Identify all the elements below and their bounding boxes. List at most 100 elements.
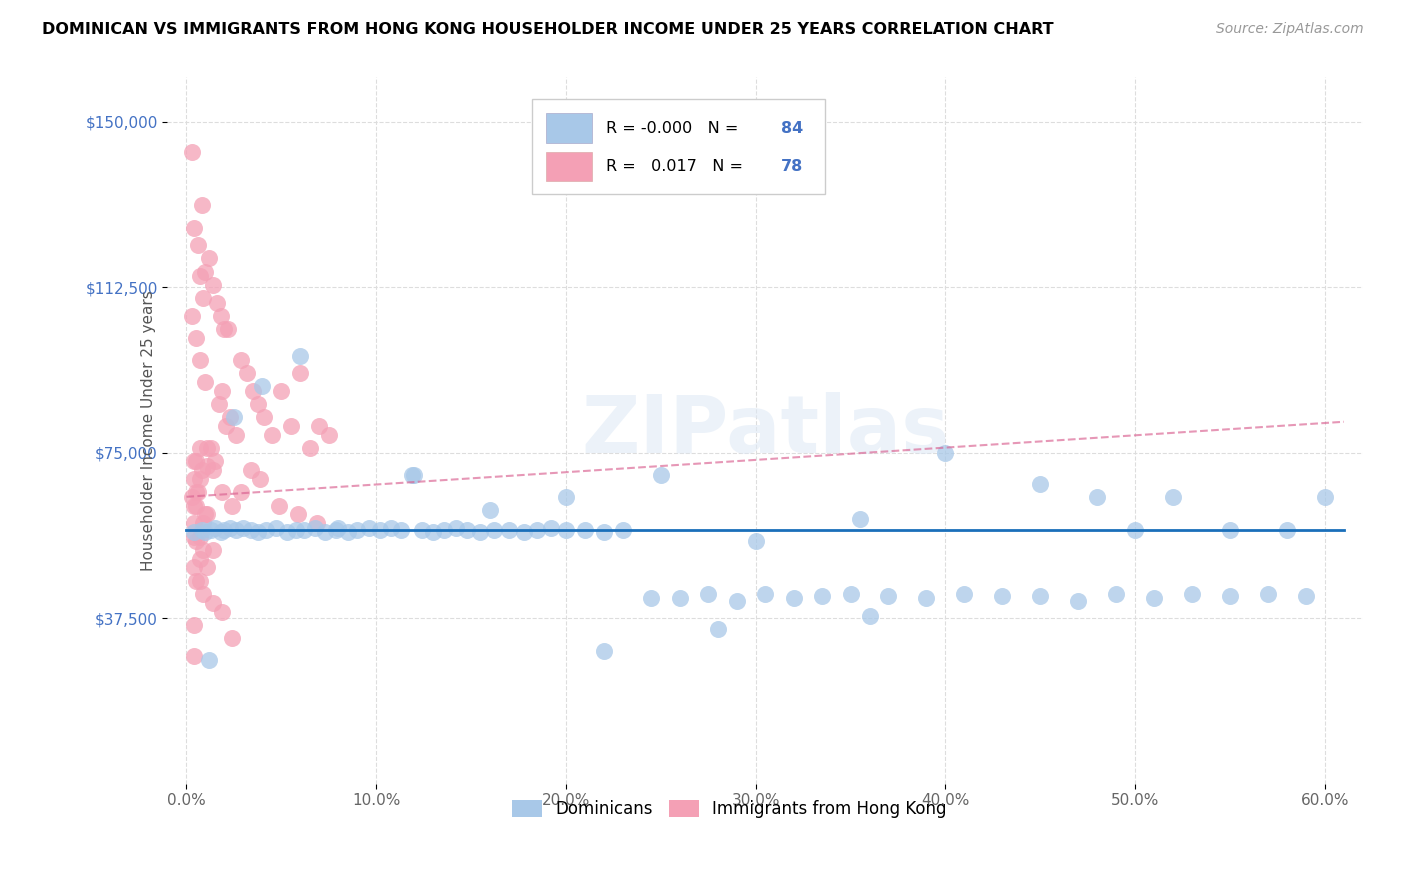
Point: [1219, 589, 1241, 603]
Point: [188, 529, 211, 543]
Point: [260, 428, 283, 442]
Point: [225, 523, 247, 537]
Point: [183, 529, 205, 543]
Point: [195, 508, 218, 522]
Point: [242, 384, 264, 398]
Point: [188, 472, 211, 486]
Point: [190, 198, 212, 212]
Point: [221, 499, 243, 513]
Point: [513, 525, 536, 540]
Point: [858, 609, 880, 624]
Point: [287, 508, 309, 522]
Point: [193, 516, 215, 531]
Point: [188, 269, 211, 284]
Point: [211, 485, 233, 500]
Point: [195, 560, 218, 574]
Point: [307, 516, 329, 531]
Point: [200, 523, 222, 537]
Point: [554, 523, 576, 537]
Point: [368, 523, 391, 537]
Point: [592, 644, 614, 658]
Point: [782, 591, 804, 606]
Point: [188, 353, 211, 368]
Point: [290, 349, 312, 363]
Point: [219, 410, 242, 425]
Point: [328, 521, 350, 535]
Point: [211, 605, 233, 619]
Point: [221, 631, 243, 645]
Point: [612, 523, 634, 537]
Point: [183, 516, 205, 531]
Point: [1029, 476, 1052, 491]
Point: [247, 525, 270, 540]
Point: [697, 587, 720, 601]
Point: [526, 523, 548, 537]
Point: [640, 591, 662, 606]
Point: [183, 617, 205, 632]
Point: [498, 523, 520, 537]
Point: [217, 322, 239, 336]
Point: [285, 523, 308, 537]
Point: [194, 375, 217, 389]
Text: R = -0.000   N =: R = -0.000 N =: [606, 120, 744, 136]
Point: [184, 331, 207, 345]
Point: [470, 525, 492, 540]
Point: [270, 384, 292, 398]
Point: [1067, 593, 1090, 607]
Point: [200, 442, 222, 456]
Point: [269, 499, 291, 513]
Point: [209, 525, 232, 540]
Point: [314, 525, 336, 540]
Point: [346, 523, 368, 537]
Point: [318, 428, 340, 442]
Point: [194, 525, 217, 540]
Point: [411, 523, 433, 537]
FancyBboxPatch shape: [547, 152, 592, 181]
Point: [204, 454, 226, 468]
Point: [184, 574, 207, 588]
Point: [201, 542, 224, 557]
Point: [201, 277, 224, 292]
Point: [236, 366, 259, 380]
Point: [231, 353, 253, 368]
Text: R =   0.017   N =: R = 0.017 N =: [606, 159, 748, 174]
Point: [1275, 523, 1298, 537]
Point: [1143, 591, 1166, 606]
Point: [193, 291, 215, 305]
Point: [877, 589, 900, 603]
Point: [207, 397, 229, 411]
Point: [1105, 587, 1128, 601]
Point: [181, 490, 204, 504]
Point: [540, 521, 562, 535]
Text: 78: 78: [780, 159, 803, 174]
Text: ZIPatlas: ZIPatlas: [581, 392, 949, 469]
Point: [401, 467, 423, 482]
Point: [239, 523, 262, 537]
Point: [389, 523, 412, 537]
Point: [184, 533, 207, 548]
Point: [195, 458, 218, 473]
Point: [264, 521, 287, 535]
Point: [184, 454, 207, 468]
Point: [1123, 523, 1146, 537]
Point: [232, 521, 254, 535]
Legend: Dominicans, Immigrants from Hong Kong: Dominicans, Immigrants from Hong Kong: [505, 793, 953, 825]
Point: [183, 472, 205, 486]
Point: [1181, 587, 1204, 601]
Text: DOMINICAN VS IMMIGRANTS FROM HONG KONG HOUSEHOLDER INCOME UNDER 25 YEARS CORRELA: DOMINICAN VS IMMIGRANTS FROM HONG KONG H…: [42, 22, 1054, 37]
Point: [184, 499, 207, 513]
Point: [254, 523, 277, 537]
Point: [209, 309, 232, 323]
Point: [422, 525, 444, 540]
Point: [214, 322, 236, 336]
Point: [991, 589, 1014, 603]
Point: [1085, 490, 1108, 504]
Point: [592, 525, 614, 540]
Point: [183, 220, 205, 235]
Point: [280, 419, 302, 434]
Point: [201, 596, 224, 610]
Point: [193, 587, 215, 601]
Point: [478, 503, 501, 517]
Text: 84: 84: [780, 120, 803, 136]
Point: [915, 591, 938, 606]
